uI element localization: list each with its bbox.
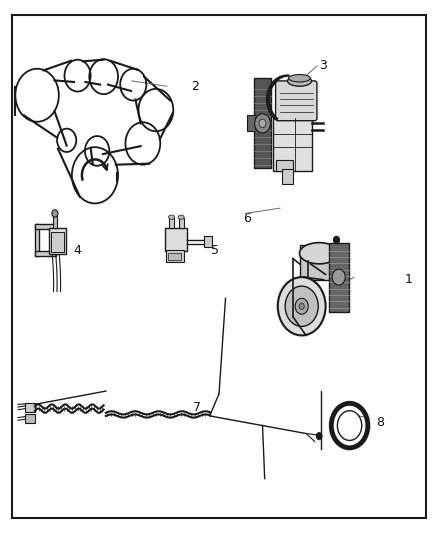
Bar — [179, 217, 184, 228]
Text: 7: 7 — [193, 400, 201, 414]
Bar — [204, 236, 212, 247]
Circle shape — [299, 303, 304, 310]
Bar — [165, 228, 187, 251]
Bar — [168, 253, 181, 260]
Bar — [329, 243, 349, 312]
Bar — [35, 251, 56, 256]
Circle shape — [259, 119, 266, 127]
Ellipse shape — [178, 215, 184, 219]
Ellipse shape — [288, 76, 311, 86]
Bar — [51, 231, 64, 252]
Ellipse shape — [300, 243, 339, 264]
Text: 5: 5 — [211, 244, 219, 257]
Bar — [276, 160, 293, 171]
Bar — [35, 224, 56, 229]
Circle shape — [333, 236, 339, 244]
Bar — [35, 224, 39, 256]
Ellipse shape — [169, 215, 175, 219]
Bar — [247, 115, 255, 131]
Ellipse shape — [289, 75, 311, 82]
Text: 3: 3 — [319, 59, 327, 71]
Bar — [254, 78, 271, 168]
Text: 8: 8 — [376, 416, 384, 430]
Bar — [53, 215, 57, 228]
Bar — [300, 245, 336, 280]
Bar — [25, 403, 35, 413]
Bar — [49, 228, 66, 254]
Circle shape — [295, 298, 308, 314]
FancyBboxPatch shape — [276, 81, 317, 120]
Circle shape — [332, 269, 345, 285]
Bar — [25, 415, 35, 423]
Bar — [282, 169, 293, 184]
Circle shape — [52, 210, 58, 217]
Circle shape — [285, 286, 318, 326]
Circle shape — [316, 432, 322, 440]
Text: 6: 6 — [244, 212, 251, 225]
Bar — [169, 217, 174, 228]
Text: 2: 2 — [191, 80, 199, 93]
Text: 1: 1 — [404, 273, 412, 286]
Text: 4: 4 — [74, 244, 81, 257]
Bar — [166, 249, 184, 262]
Circle shape — [278, 277, 325, 335]
Circle shape — [254, 114, 270, 133]
Bar — [272, 118, 312, 171]
